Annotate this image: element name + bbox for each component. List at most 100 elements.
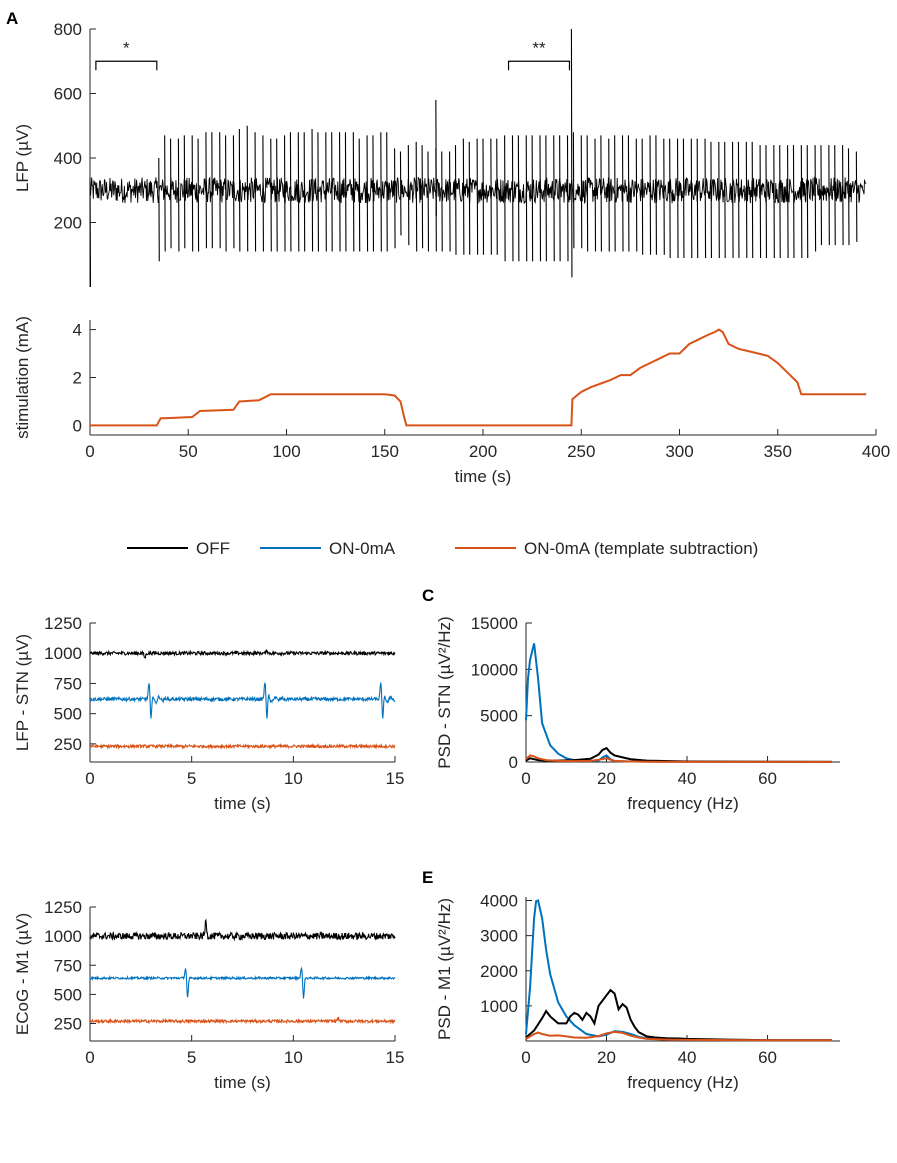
lfp-spike [710,141,712,258]
lfp-trace [89,176,867,205]
lfp-spike [820,145,823,246]
x-axis-label: time (s) [455,467,512,486]
y-tick-label: 3000 [480,927,518,946]
lfp-spike [586,135,589,252]
lfp-spike [792,145,795,258]
lfp-spike [297,132,300,252]
significance-bracket [507,60,571,71]
x-tick-label: 200 [469,442,497,461]
lfp-spike [517,135,520,262]
x-tick-label: 60 [758,1048,777,1067]
psd-line [525,746,832,763]
y-tick-label: 750 [54,956,82,975]
lfp-spike [197,138,200,252]
stimulation-trace [90,328,867,427]
lfp-spike [847,148,850,246]
lfp-spike [842,145,844,246]
lfp-spike [635,138,638,252]
lfp-spike [238,128,241,252]
panel-letter-c: C [422,586,434,605]
lfp-spike [441,151,443,252]
lfp-spike [183,135,186,249]
lfp-spike [339,132,341,252]
x-tick-label: 50 [179,442,198,461]
y-tick-label: 2000 [480,962,518,981]
y-axis-label: ECoG - M1 (µV) [13,913,32,1035]
y-tick-label: 15000 [471,614,518,633]
y-tick-label: 750 [54,674,82,693]
x-tick-label: 10 [284,1048,303,1067]
y-tick-label: 1250 [44,614,82,633]
y-axis-label: LFP - STN (µV) [13,634,32,751]
lfp-spike [415,141,418,252]
lfp-spike [737,141,740,258]
significance-label: * [123,38,130,57]
significance-bracket [95,60,158,71]
lfp-spike [262,135,264,252]
y-tick-label: 10000 [471,660,518,679]
lfp-spike [205,132,207,249]
lfp-spike [311,128,314,252]
lfp-spike [366,135,369,252]
x-tick-label: 150 [371,442,399,461]
lfp-spike [539,135,542,262]
y-tick-label: 500 [54,705,82,724]
psd-line [525,988,832,1042]
axes-psd-m1: 1000 2000 3000 4000 0 20 40 60 frequency (Hz) PSD… [435,892,840,1092]
lfp-spike [407,145,410,246]
trace-template [89,742,396,750]
y-tick-label: 4000 [480,892,518,911]
lfp-spike [325,132,327,252]
lfp-spike [191,135,194,252]
x-tick-label: 300 [665,442,693,461]
lfp-spike [525,135,528,262]
y-axis-label: stimulation (mA) [13,316,32,439]
lfp-spike [386,132,388,252]
lfp-spike [394,148,396,249]
lfp-spike [553,135,555,262]
axes-psd-stn: 0 5000 10000 15000 0 20 40 60 frequency (Hz) PSD … [435,614,840,813]
x-tick-label: 0 [85,442,94,461]
lfp-spike [594,138,597,252]
lfp-spike [344,132,347,252]
x-tick-label: 20 [597,1048,616,1067]
lfp-spike [435,99,437,217]
panel-letter-a: A [6,9,18,28]
lfp-spike [621,135,624,252]
lfp-spike [283,135,286,252]
x-tick-label: 0 [85,1048,94,1067]
x-tick-label: 60 [758,769,777,788]
y-tick-label: 800 [54,20,82,39]
lfp-spike [468,141,471,255]
y-tick-label: 1000 [44,644,82,663]
x-tick-label: 10 [284,769,303,788]
lfp-spike [449,151,451,252]
lfp-spike [545,135,547,262]
lfp-spike [317,132,319,252]
x-tick-label: 0 [521,1048,530,1067]
lfp-spike [806,145,809,258]
lfp-spike [614,135,616,252]
lfp-spike [690,138,693,258]
y-tick-label: 0 [73,416,82,435]
lfp-spike [779,145,781,258]
axes-stimulation: 0 2 4 0 50 100 150 200 250 300 350 400 time (s) stimu… [13,316,890,486]
trace-off [89,649,396,659]
lfp-spike [732,141,734,258]
lfp-spike [855,151,858,242]
lfp-spike [496,138,498,255]
trace-on [89,681,396,719]
lfp-spike [372,135,375,252]
y-tick-label: 600 [54,85,82,104]
lfp-spike [663,138,665,255]
lfp-spike [745,141,748,258]
psd-line [525,643,832,763]
x-tick-label: 350 [764,442,792,461]
lfp-spike [89,177,92,288]
y-tick-label: 500 [54,985,82,1004]
lfp-spike [641,138,644,255]
x-tick-label: 250 [567,442,595,461]
lfp-spike [718,141,720,258]
